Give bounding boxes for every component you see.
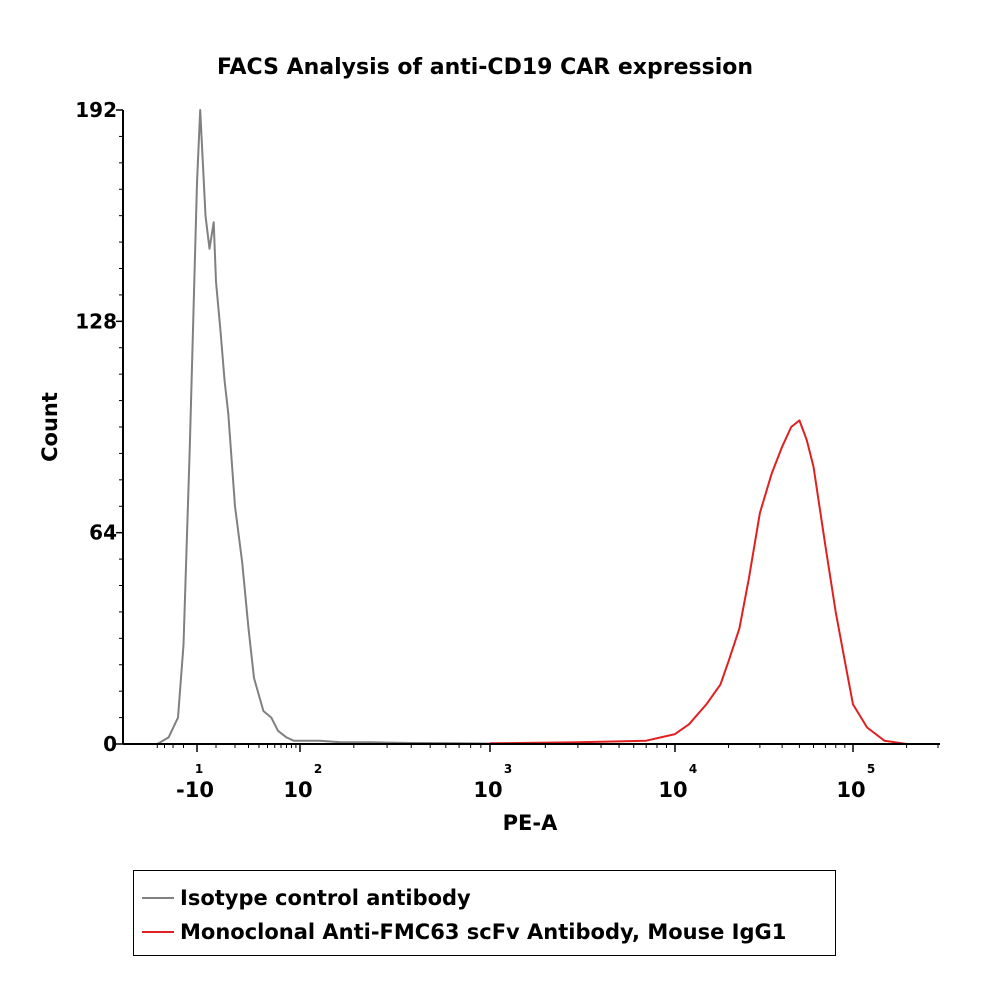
x-tick-exponent: 2 [314, 762, 322, 776]
series-line-fmc63 [489, 419, 907, 745]
legend-entry-fmc63: Monoclonal Anti-FMC63 scFv Antibody, Mou… [142, 915, 835, 949]
x-tick-exponent: 4 [689, 762, 697, 776]
legend-label-fmc63: Monoclonal Anti-FMC63 scFv Antibody, Mou… [180, 920, 787, 944]
x-tick-base: 10 [658, 778, 687, 802]
y-tick-label: 64 [89, 521, 117, 545]
x-tick-base: 10 [283, 778, 312, 802]
chart-title: FACS Analysis of anti-CD19 CAR expressio… [217, 55, 753, 80]
x-tick-base: 10 [836, 778, 865, 802]
y-axis-label: Count [38, 392, 62, 462]
x-tick-label: 103 [473, 762, 512, 802]
y-tick-label: 128 [75, 309, 117, 333]
legend-swatch-isotype [142, 897, 174, 899]
x-tick-exponent: 3 [504, 762, 512, 776]
y-tick-label: 0 [103, 732, 117, 756]
x-tick-exponent: 1 [195, 762, 203, 776]
x-tick-exponent: 5 [867, 762, 875, 776]
legend-label-isotype: Isotype control antibody [180, 886, 471, 910]
legend: Isotype control antibody Monoclonal Anti… [133, 870, 836, 956]
legend-swatch-fmc63 [142, 931, 174, 933]
x-axis-label: PE-A [503, 811, 558, 835]
x-tick-label: -101 [176, 762, 214, 802]
y-tick-label: 192 [75, 98, 117, 122]
x-tick-label: 102 [283, 762, 322, 802]
x-tick-base: -10 [176, 778, 214, 802]
x-tick-base: 10 [473, 778, 502, 802]
facs-histogram-chart: FACS Analysis of anti-CD19 CAR expressio… [38, 55, 940, 835]
legend-entry-isotype: Isotype control antibody [142, 881, 835, 915]
series-line-isotype [156, 109, 505, 745]
x-tick-label: 105 [836, 762, 875, 802]
plot-area [156, 109, 907, 745]
x-tick-label: 104 [658, 762, 697, 802]
